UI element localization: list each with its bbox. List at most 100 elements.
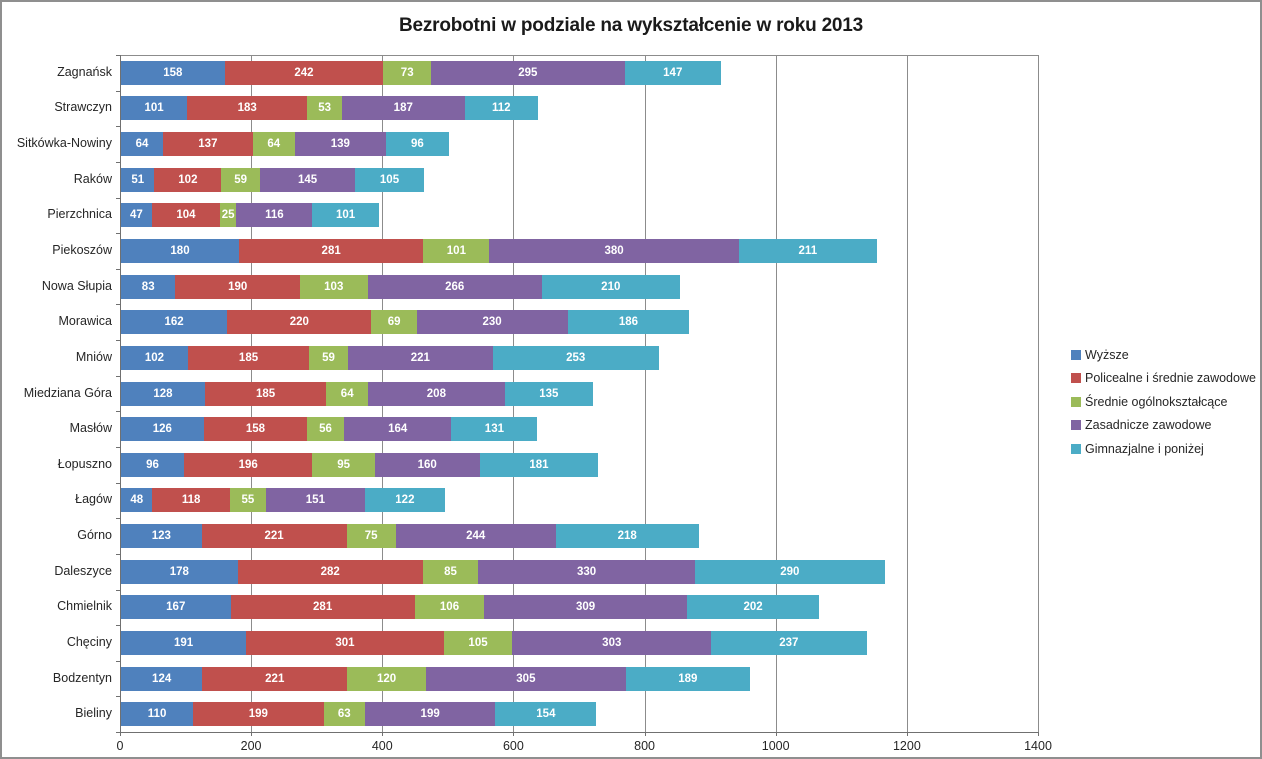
- y-axis-tick: [116, 304, 120, 306]
- bar-segment: 139: [294, 132, 386, 157]
- bar-value-label: 303: [602, 636, 622, 649]
- legend: Wyższe Policealne i średnie zawodowe Średn…: [1071, 343, 1256, 461]
- bar-segment: 105: [355, 167, 424, 192]
- bar-value-label: 105: [379, 173, 400, 186]
- bar-value-label: 110: [147, 708, 167, 721]
- bar-segment: 83: [121, 274, 176, 299]
- bar-value-label: 123: [151, 530, 171, 542]
- bar-value-label: 158: [245, 423, 265, 436]
- y-axis-tick: [116, 55, 120, 56]
- bar-segment: 183: [187, 96, 308, 121]
- y-axis-tick: [116, 411, 120, 413]
- legend-marker: [1071, 349, 1081, 360]
- bar-segment: 295: [431, 60, 625, 85]
- bar-segment: 380: [489, 239, 739, 263]
- x-tick-label: 800: [634, 739, 656, 753]
- bar-row: 178 282 85 330 290: [121, 559, 885, 584]
- bar-row: 124 221 120 305 189: [121, 666, 750, 691]
- bar-segment: 116: [236, 203, 313, 228]
- x-axis-tick: [120, 732, 121, 736]
- bar-segment: 167: [121, 595, 231, 620]
- bar-segment: 128: [121, 381, 205, 406]
- bar-segment: 55: [229, 488, 266, 513]
- bar-segment: 102: [154, 167, 222, 192]
- y-axis-tick: [116, 696, 120, 698]
- bar-value-label: 55: [241, 494, 255, 507]
- bar-value-label: 51: [131, 173, 145, 186]
- bar-segment: 110: [121, 702, 194, 727]
- bar-segment: 102: [121, 345, 188, 370]
- y-axis-tick: [116, 161, 120, 163]
- bar-value-label: 96: [146, 458, 159, 471]
- bar-value-label: 290: [780, 565, 800, 578]
- bar-value-label: 218: [617, 530, 637, 542]
- bar-segment: 64: [121, 132, 163, 157]
- bar-value-label: 112: [492, 102, 511, 115]
- y-axis-tick: [116, 126, 120, 128]
- bar-segment: 145: [260, 167, 356, 192]
- plot-top-border: [120, 55, 1038, 56]
- category-label: Daleszyce: [54, 563, 112, 578]
- x-axis-tick: [382, 732, 384, 736]
- bar-value-label: 253: [566, 351, 586, 364]
- bar-value-label: 102: [178, 173, 198, 186]
- bar-segment: 180: [121, 239, 240, 263]
- category-label: Miedziana Góra: [23, 385, 112, 400]
- bar-value-label: 116: [265, 209, 284, 222]
- category-label: Mniów: [75, 349, 112, 364]
- bar-segment: 221: [202, 666, 348, 691]
- bar-value-label: 122: [395, 494, 415, 507]
- bar-row: 123 221 75 244 218: [121, 524, 699, 548]
- bar-value-label: 190: [228, 280, 248, 293]
- bar-value-label: 128: [153, 387, 173, 400]
- bar-segment: 237: [711, 630, 867, 655]
- bar-segment: 281: [239, 239, 424, 263]
- bar-segment: 135: [504, 381, 594, 406]
- category-label: Chmielnik: [57, 599, 112, 614]
- bar-segment: 118: [152, 488, 230, 513]
- bar-value-label: 242: [294, 66, 314, 79]
- bar-value-label: 220: [289, 316, 309, 329]
- x-axis-line: [120, 732, 1039, 733]
- bar-segment: 126: [121, 417, 204, 442]
- category-label: Bodzentyn: [52, 670, 112, 685]
- legend-label: Policealne i średnie zawodowe: [1085, 371, 1256, 386]
- bar-segment: 162: [121, 310, 228, 335]
- bar-value-label: 118: [181, 494, 201, 507]
- category-label: Masłów: [69, 421, 112, 436]
- bar-segment: 101: [312, 203, 379, 228]
- bar-value-label: 330: [576, 565, 597, 578]
- bar-segment: 185: [187, 345, 310, 370]
- x-tick-label: 0: [116, 739, 124, 753]
- bar-value-label: 185: [238, 351, 259, 364]
- y-axis-tick: [116, 90, 120, 92]
- bar-value-label: 230: [482, 316, 502, 329]
- bar-segment: 196: [183, 452, 313, 477]
- bar-segment: 221: [201, 524, 347, 548]
- y-axis-tick: [116, 482, 120, 484]
- bar-segment: 189: [625, 666, 750, 691]
- y-axis-tick: [116, 340, 120, 342]
- legend-marker: [1071, 420, 1081, 431]
- bar-value-label: 63: [337, 708, 351, 721]
- bar-value-label: 25: [221, 209, 235, 222]
- bar-value-label: 64: [135, 138, 149, 151]
- bar-segment: 75: [346, 524, 396, 548]
- bar-value-label: 124: [152, 672, 172, 685]
- bar-row: 180 281 101 380 211: [121, 239, 877, 263]
- gridline: [906, 55, 908, 732]
- legend-marker: [1071, 443, 1081, 454]
- bar-segment: 218: [555, 524, 699, 548]
- bar-value-label: 186: [618, 316, 639, 329]
- category-label: Sitkówka-Nowiny: [16, 136, 112, 151]
- bar-value-label: 210: [601, 280, 621, 293]
- bar-segment: 210: [541, 274, 680, 299]
- bar-value-label: 281: [313, 601, 333, 614]
- bar-value-label: 85: [444, 565, 457, 578]
- bar-value-label: 126: [152, 423, 172, 436]
- category-label: Górno: [77, 528, 112, 542]
- bar-value-label: 101: [335, 209, 356, 222]
- legend-label: Średnie ogólnokształcące: [1085, 394, 1228, 409]
- bar-value-label: 106: [439, 601, 460, 614]
- gridline: [1038, 55, 1039, 732]
